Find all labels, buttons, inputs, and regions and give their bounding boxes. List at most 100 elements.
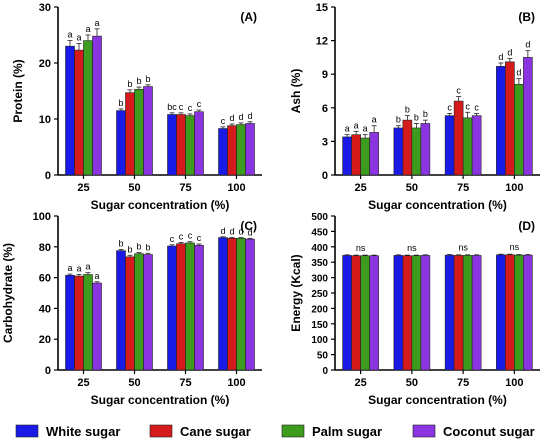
x-tick-label: 50 [128,377,140,389]
bar-palm-sugar [360,137,370,176]
y-tick-label: 350 [311,258,328,269]
significance-label: ns [356,243,366,253]
bar-white-sugar [65,274,75,371]
significance-letter: d [247,227,252,237]
bar-cane-sugar [402,119,413,176]
y-tick-label: 3 [322,136,328,148]
bar-coconut-sugar [143,254,153,371]
bar-cane-sugar [227,125,237,176]
bar-white-sugar [393,127,404,176]
significance-letter: c [179,102,184,112]
legend-label: White sugar [46,424,120,439]
y-axis-title: Carbohydrate (%) [1,243,15,343]
legend: White sugar Cane sugar Palm sugar Coconut s… [15,424,535,439]
y-tick-label: 20 [39,58,51,70]
bar-palm-sugar [185,242,195,371]
bar-cane-sugar [402,255,413,371]
significance-letter: b [396,115,401,125]
y-tick-label: 15 [316,2,328,14]
significance-letter: a [94,18,99,28]
bar-coconut-sugar [194,111,204,176]
y-tick-label: 12 [316,36,328,48]
significance-letter: b [145,74,150,84]
bar-palm-sugar [514,83,524,176]
significance-letter: d [229,113,234,123]
bar-cane-sugar [176,114,186,176]
chart-panel-3: 0 20 40 60 80 100 Carbohydrate (%) Sugar concen… [1,211,262,407]
x-tick-label: 75 [457,182,469,194]
bar-palm-sugar [134,253,144,371]
bar-palm-sugar [236,238,246,371]
x-tick-label: 75 [457,377,469,389]
bar-coconut-sugar [471,255,482,371]
x-axis-title: Sugar concentration (%) [91,393,230,407]
x-tick-label: 25 [355,377,367,389]
significance-letter: c [447,102,452,112]
x-tick-label: 100 [227,377,245,389]
y-tick-label: 250 [311,289,328,300]
panel-label: (A) [240,10,257,24]
y-tick-label: 150 [311,320,328,331]
bar-palm-sugar [83,274,93,371]
x-tick-label: 100 [505,377,523,389]
bar-coconut-sugar [194,244,204,371]
panel-label: (C) [240,219,257,233]
x-tick-label: 75 [179,182,191,194]
bar-coconut-sugar [523,254,533,371]
y-tick-label: 500 [311,212,328,223]
bar-palm-sugar [462,255,473,371]
significance-letter: c [188,231,193,241]
bar-white-sugar [444,254,455,371]
bar-white-sugar [342,136,352,176]
y-tick-label: 300 [311,274,328,285]
bar-coconut-sugar [420,123,431,176]
y-tick-label: 450 [311,227,328,238]
panel-label: (D) [518,219,535,233]
bar-palm-sugar [411,127,422,176]
legend-swatch-palm-sugar [281,424,305,438]
y-tick-label: 6 [322,103,328,115]
significance-letter: a [67,263,72,273]
bar-palm-sugar [360,255,370,371]
significance-letter: c [221,116,226,126]
bar-coconut-sugar [92,35,102,176]
bar-white-sugar [167,245,177,371]
bar-cane-sugar [351,255,361,371]
bar-cane-sugar [74,275,84,371]
significance-letter: a [76,32,81,42]
bar-white-sugar [496,254,506,371]
y-tick-label: 100 [311,335,328,346]
y-tick-label: 60 [39,273,51,285]
legend-swatch-white-sugar [15,424,39,438]
bar-coconut-sugar [471,115,482,176]
legend-label: Coconut sugar [443,424,535,439]
chart-panel-4: 0 50 100 150 200 250 300 350 400 450 500 Energy (Kc… [289,212,540,407]
significance-letter: d [238,227,243,237]
y-axis-title: Ash (%) [289,69,303,114]
significance-letter: c [188,103,193,113]
y-tick-label: 100 [33,211,51,223]
significance-letter: c [197,233,202,243]
significance-letter: a [85,24,90,34]
significance-letter: b [136,241,141,251]
x-tick-label: 25 [355,182,367,194]
significance-letter: c [197,99,202,109]
y-tick-label: 9 [322,69,328,81]
significance-letter: d [229,227,234,237]
y-tick-label: 0 [322,366,328,377]
bar-palm-sugar [185,115,195,176]
bar-cane-sugar [505,254,515,371]
x-tick-label: 50 [128,182,140,194]
legend-label: Palm sugar [312,424,382,439]
significance-letter: a [76,264,81,274]
significance-letter: a [85,262,90,272]
bar-palm-sugar [134,89,144,176]
significance-letter: d [498,52,503,62]
bar-coconut-sugar [143,86,153,176]
bar-white-sugar [116,250,126,371]
bar-palm-sugar [236,124,246,176]
y-tick-label: 40 [39,303,51,315]
y-tick-label: 200 [311,304,328,315]
bar-cane-sugar [125,92,135,176]
